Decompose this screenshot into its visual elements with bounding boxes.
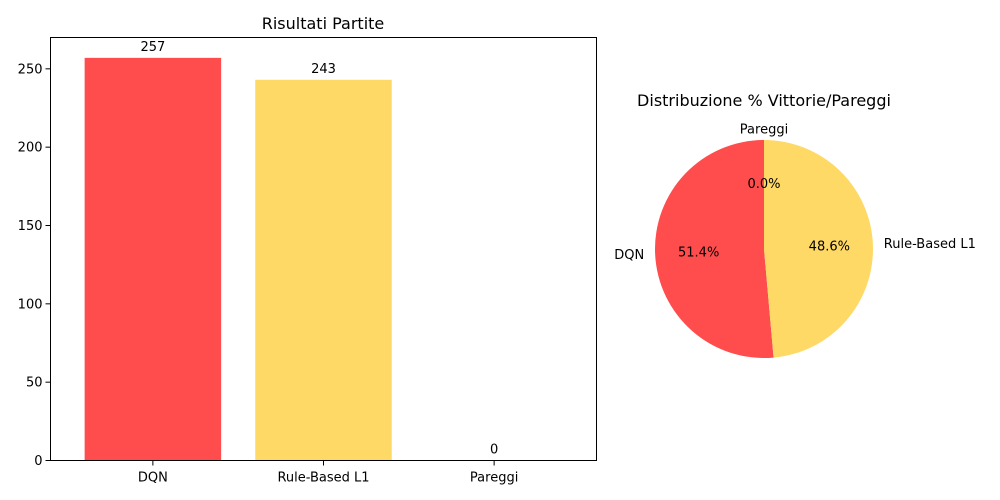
bar	[84, 57, 222, 461]
pie-category-label: DQN	[614, 248, 644, 263]
bar-series	[84, 57, 392, 461]
pie-chart-title: Distribuzione % Vittorie/Pareggi	[637, 91, 891, 110]
bar-data-label: 0	[490, 443, 498, 458]
x-tick-label: Pareggi	[470, 471, 518, 486]
y-tick-label: 100	[18, 297, 43, 312]
pie-slice	[655, 140, 774, 358]
bar-chart-title: Risultati Partite	[262, 14, 385, 33]
pie-category-label: Rule-Based L1	[884, 237, 976, 252]
pie-category-label: Pareggi	[740, 123, 788, 138]
y-tick-label: 200	[18, 141, 43, 156]
pie-labels: DQN 51.4% Rule-Based L1 48.6% Pareggi 0.0%	[614, 123, 976, 263]
x-tick-label: Rule-Based L1	[277, 471, 369, 486]
y-tick-label: 150	[18, 219, 43, 234]
pie-percent-label: 51.4%	[678, 245, 719, 260]
pie-percent-label: 0.0%	[747, 177, 780, 192]
bar-plot-frame	[50, 37, 597, 461]
bar-x-axis: DQN Rule-Based L1 Pareggi	[138, 460, 518, 486]
y-tick-label: 50	[26, 376, 43, 391]
y-tick-label: 0	[34, 454, 42, 469]
bar-data-label: 257	[140, 40, 165, 55]
bar	[255, 79, 392, 461]
pie-chart: Distribuzione % Vittorie/Pareggi DQN 51.4…	[614, 91, 976, 358]
pie-series	[655, 140, 873, 358]
bar-data-labels: 257 243 0	[140, 40, 498, 458]
y-tick-label: 250	[18, 62, 43, 77]
bar-y-axis: 0 50 100 150 200 250	[18, 62, 51, 469]
pie-percent-label: 48.6%	[809, 240, 850, 255]
x-tick-label: DQN	[138, 471, 168, 486]
pie-slice	[764, 140, 873, 358]
bar-chart: Risultati Partite 0 50 100 150 200 250 DQN Rul…	[18, 14, 597, 486]
bar-data-label: 243	[311, 62, 336, 77]
